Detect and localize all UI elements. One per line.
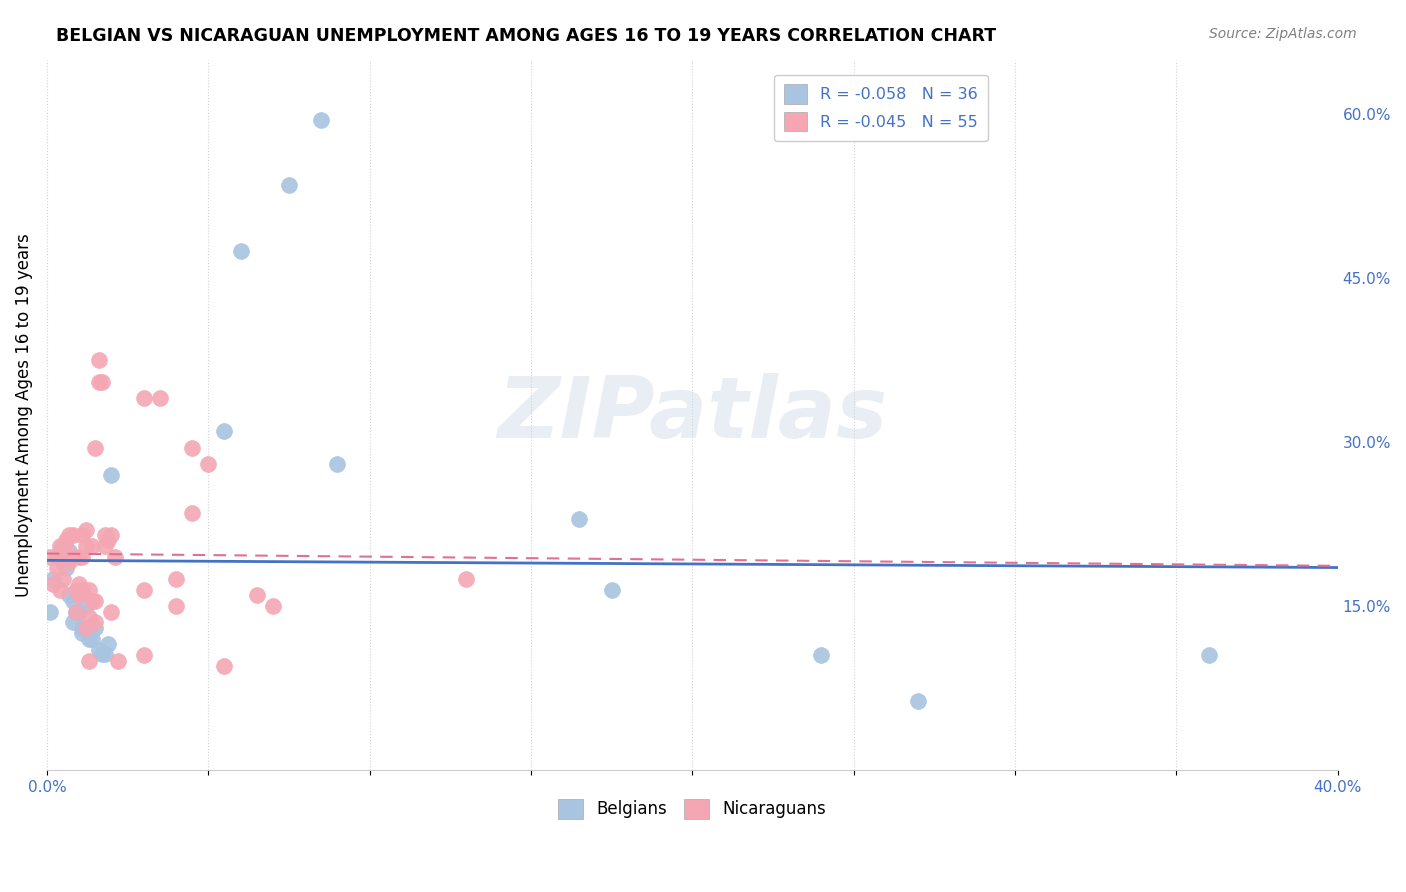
Point [600, 582, 623, 597]
Point [49, 544, 72, 558]
Point [80, 593, 103, 607]
Point [132, 392, 155, 406]
Point [58, 555, 80, 569]
Point [62, 593, 84, 607]
Point [58, 588, 80, 602]
Point [67, 588, 90, 602]
Text: Source: ZipAtlas.com: Source: ZipAtlas.com [1209, 27, 1357, 41]
Point [55, 561, 77, 575]
Point [568, 511, 591, 525]
Point [94, 528, 117, 542]
Point [45, 549, 67, 564]
Y-axis label: Unemployment Among Ages 16 to 19 years: Unemployment Among Ages 16 to 19 years [15, 233, 32, 597]
Point [87, 353, 110, 368]
Point [80, 539, 103, 553]
Point [49, 582, 72, 597]
Point [214, 659, 236, 673]
Point [39, 605, 62, 619]
Point [45, 561, 67, 575]
Point [49, 539, 72, 553]
Point [77, 610, 100, 624]
Point [52, 572, 75, 586]
Point [87, 642, 110, 657]
Point [67, 549, 90, 564]
Point [75, 523, 97, 537]
Point [132, 648, 155, 663]
Point [42, 572, 65, 586]
Point [165, 572, 187, 586]
Point [94, 539, 117, 553]
Point [132, 582, 155, 597]
Point [97, 637, 120, 651]
Point [94, 647, 117, 661]
Point [72, 549, 94, 564]
Point [55, 549, 77, 564]
Point [75, 621, 97, 635]
Point [84, 615, 107, 630]
Point [97, 533, 120, 548]
Point [90, 375, 112, 389]
Point [165, 599, 187, 613]
Point [67, 588, 90, 602]
Point [84, 441, 107, 455]
Point [42, 577, 65, 591]
Point [77, 632, 100, 646]
Point [107, 654, 129, 668]
Point [84, 593, 107, 607]
Point [456, 572, 478, 586]
Point [75, 599, 97, 613]
Point [77, 654, 100, 668]
Point [62, 528, 84, 542]
Point [72, 582, 94, 597]
Point [87, 375, 110, 389]
Point [100, 467, 122, 482]
Point [197, 457, 219, 471]
Point [65, 582, 87, 597]
Point [58, 528, 80, 542]
Point [100, 605, 122, 619]
Point [55, 533, 77, 548]
Point [181, 441, 204, 455]
Point [65, 605, 87, 619]
Point [75, 539, 97, 553]
Point [77, 582, 100, 597]
Point [907, 694, 929, 708]
Point [326, 457, 349, 471]
Point [810, 648, 832, 663]
Point [77, 621, 100, 635]
Point [39, 549, 62, 564]
Point [149, 392, 172, 406]
Point [67, 577, 90, 591]
Point [72, 626, 94, 640]
Point [84, 621, 107, 635]
Point [72, 528, 94, 542]
Point [104, 549, 127, 564]
Text: BELGIAN VS NICARAGUAN UNEMPLOYMENT AMONG AGES 16 TO 19 YEARS CORRELATION CHART: BELGIAN VS NICARAGUAN UNEMPLOYMENT AMONG… [56, 27, 997, 45]
Point [52, 539, 75, 553]
Point [1198, 648, 1220, 663]
Point [58, 544, 80, 558]
Point [246, 588, 269, 602]
Point [65, 605, 87, 619]
Point [80, 632, 103, 646]
Point [100, 528, 122, 542]
Point [309, 112, 332, 127]
Point [67, 605, 90, 619]
Point [52, 555, 75, 569]
Point [229, 244, 252, 258]
Text: ZIPatlas: ZIPatlas [498, 373, 887, 457]
Point [214, 424, 236, 438]
Point [62, 615, 84, 630]
Point [90, 647, 112, 661]
Point [277, 178, 299, 193]
Point [55, 544, 77, 558]
Point [62, 549, 84, 564]
Legend: Belgians, Nicaraguans: Belgians, Nicaraguans [551, 792, 832, 826]
Point [181, 506, 204, 520]
Point [72, 621, 94, 635]
Point [262, 599, 284, 613]
